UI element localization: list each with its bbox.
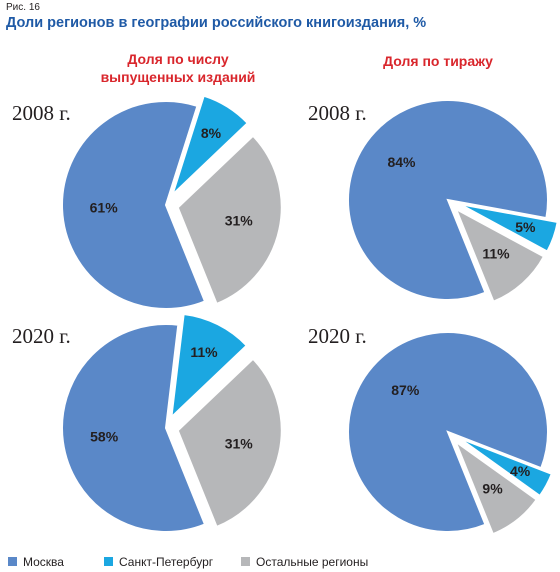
legend-item-other: Остальные регионы (241, 555, 368, 569)
column-title-count: Доля по числу выпущенных изданий (60, 50, 296, 86)
legend-label-spb: Санкт-Петербург (119, 555, 214, 569)
pie-charts: 2008 г. 61% 8% 31% 2008 г. 84% 5% 11% 2020 г. 58%… (12, 94, 559, 536)
pie-3-year-label: 2020 г. (308, 324, 367, 348)
pie-3-slice-moscow (347, 331, 549, 533)
legend-item-moscow: Москва (8, 555, 64, 569)
pie-2-label-spb: 11% (190, 344, 218, 360)
legend-label-other: Остальные регионы (256, 555, 369, 569)
column-title-count-line2: выпущенных изданий (100, 69, 256, 85)
pie-1-slice-spb (458, 203, 559, 253)
pie-1-label-spb: 5% (515, 219, 536, 235)
pie-3-slice-other (453, 438, 539, 536)
pie-2-year-label: 2020 г. (12, 324, 71, 348)
legend-swatch-other (241, 557, 250, 566)
pie-2-label-other: 31% (225, 436, 254, 452)
figure-number: Рис. 16 (6, 2, 40, 13)
pie-1-label-moscow: 84% (387, 154, 416, 170)
legend-label-moscow: Москва (23, 555, 64, 569)
column-title-circulation: Доля по тиражу (320, 52, 556, 70)
pie-2-slice-other (176, 357, 283, 529)
pie-3-label-moscow: 87% (391, 382, 420, 398)
pie-3-label-other: 9% (482, 481, 503, 497)
pie-0-slice-other (176, 134, 283, 306)
pie-1-slice-other (454, 206, 546, 303)
pie-2-slice-spb (170, 312, 249, 420)
pie-2-label-moscow: 58% (90, 428, 119, 444)
pie-1-label-other: 11% (482, 246, 510, 262)
pie-0-slice-spb (171, 94, 250, 196)
pie-3-slice-spb (457, 436, 554, 498)
legend-item-spb: Санкт-Петербург (104, 555, 213, 569)
pie-0: 2008 г. 61% 8% 31% (12, 94, 283, 310)
column-title-count-line1: Доля по числу (127, 51, 229, 67)
pie-1: 2008 г. 84% 5% 11% (308, 99, 559, 303)
pie-0-year-label: 2008 г. (12, 101, 71, 125)
pie-3: 2020 г. 87% 4% 9% (308, 324, 554, 536)
pie-0-slice-moscow (61, 100, 207, 310)
pie-1-year-label: 2008 г. (308, 101, 367, 125)
pie-3-label-spb: 4% (510, 463, 531, 479)
column-title-circulation-line1: Доля по тиражу (383, 53, 493, 69)
pie-0-label-other: 31% (225, 213, 254, 229)
pie-2: 2020 г. 58% 11% 31% (12, 312, 283, 533)
legend-swatch-spb (104, 557, 113, 566)
chart-title: Доли регионов в географии российского кн… (6, 15, 427, 31)
pie-2-slice-moscow (61, 323, 207, 533)
legend-swatch-moscow (8, 557, 17, 566)
pie-0-label-moscow: 61% (90, 199, 119, 215)
pie-0-label-spb: 8% (201, 125, 222, 141)
pie-1-slice-moscow (347, 99, 549, 301)
